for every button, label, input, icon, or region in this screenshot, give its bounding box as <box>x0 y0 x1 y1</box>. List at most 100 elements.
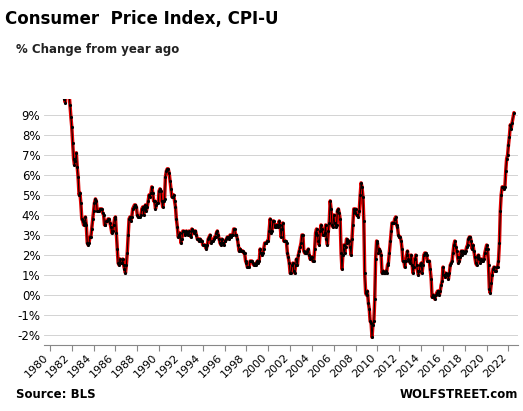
Point <box>255 258 264 264</box>
Point <box>246 258 254 264</box>
Point <box>268 228 276 234</box>
Point <box>74 173 82 180</box>
Point <box>179 228 187 234</box>
Point <box>200 242 209 248</box>
Point <box>89 208 98 214</box>
Point <box>386 238 394 244</box>
Point <box>387 228 395 234</box>
Point <box>229 232 237 238</box>
Point <box>135 214 143 220</box>
Point <box>328 222 336 228</box>
Point <box>491 268 499 275</box>
Point <box>305 252 313 258</box>
Point <box>290 270 299 276</box>
Point <box>133 212 141 218</box>
Point <box>51 29 60 36</box>
Point <box>422 250 430 256</box>
Point <box>253 258 262 264</box>
Point <box>202 246 211 252</box>
Point <box>313 232 322 238</box>
Point <box>138 206 146 212</box>
Point <box>217 242 225 248</box>
Text: WOLFSTREET.com: WOLFSTREET.com <box>400 388 518 401</box>
Point <box>471 254 479 260</box>
Point <box>349 206 358 212</box>
Point <box>428 294 436 300</box>
Point <box>368 334 376 340</box>
Point <box>72 150 81 156</box>
Point <box>452 248 461 254</box>
Point <box>186 232 194 238</box>
Point <box>67 123 76 130</box>
Point <box>176 230 184 236</box>
Point <box>260 240 269 246</box>
Point <box>215 236 223 242</box>
Point <box>130 202 139 208</box>
Point <box>472 262 481 268</box>
Point <box>164 166 173 172</box>
Point <box>336 216 344 222</box>
Point <box>419 252 428 258</box>
Point <box>357 180 365 186</box>
Point <box>94 208 103 214</box>
Point <box>160 198 168 204</box>
Point <box>474 252 483 258</box>
Point <box>161 196 169 202</box>
Point <box>172 216 180 222</box>
Point <box>162 168 170 174</box>
Point <box>117 260 125 266</box>
Point <box>142 208 151 214</box>
Point <box>104 216 112 222</box>
Point <box>363 288 372 294</box>
Point <box>481 250 489 256</box>
Point <box>66 102 74 108</box>
Point <box>70 155 78 162</box>
Point <box>219 240 227 246</box>
Point <box>166 178 174 184</box>
Point <box>322 236 331 242</box>
Point <box>423 252 431 258</box>
Point <box>393 224 402 230</box>
Point <box>437 282 445 289</box>
Point <box>414 272 423 278</box>
Point <box>181 230 190 236</box>
Point <box>493 264 501 270</box>
Point <box>211 234 220 240</box>
Point <box>170 198 179 204</box>
Point <box>128 214 136 220</box>
Point <box>63 75 71 82</box>
Point <box>248 260 257 266</box>
Point <box>416 262 425 268</box>
Point <box>252 262 260 268</box>
Point <box>367 320 376 326</box>
Point <box>448 258 456 264</box>
Point <box>244 264 253 270</box>
Point <box>475 256 484 262</box>
Point <box>304 246 313 252</box>
Point <box>376 248 384 254</box>
Point <box>406 260 414 266</box>
Point <box>287 270 295 276</box>
Point <box>93 208 101 214</box>
Point <box>296 244 304 250</box>
Point <box>231 232 240 238</box>
Point <box>382 270 391 276</box>
Point <box>108 230 116 236</box>
Point <box>59 91 67 98</box>
Point <box>71 157 79 164</box>
Point <box>218 236 226 242</box>
Point <box>311 246 319 252</box>
Point <box>151 206 160 212</box>
Point <box>256 246 264 252</box>
Point <box>228 232 236 238</box>
Point <box>123 250 131 256</box>
Point <box>444 276 452 282</box>
Point <box>419 262 427 268</box>
Point <box>348 236 356 242</box>
Point <box>237 248 245 254</box>
Point <box>441 274 449 280</box>
Point <box>58 63 66 70</box>
Point <box>103 218 111 224</box>
Point <box>346 244 355 250</box>
Point <box>392 214 400 220</box>
